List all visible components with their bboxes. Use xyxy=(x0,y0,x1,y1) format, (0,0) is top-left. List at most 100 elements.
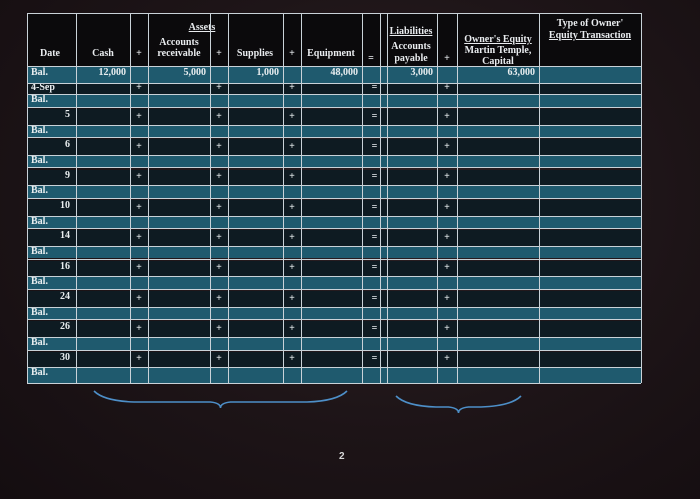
transaction-cell[interactable] xyxy=(362,321,380,337)
balance-cell[interactable] xyxy=(362,276,380,289)
transaction-cell[interactable] xyxy=(76,260,130,277)
transaction-cell[interactable] xyxy=(76,108,130,125)
balance-cell[interactable] xyxy=(27,245,76,259)
transaction-cell[interactable] xyxy=(301,139,362,155)
transaction-cell[interactable] xyxy=(76,139,130,155)
balance-cell[interactable] xyxy=(387,276,437,289)
transaction-cell[interactable] xyxy=(210,290,228,307)
balance-cell[interactable] xyxy=(210,124,228,138)
transaction-cell[interactable] xyxy=(148,230,210,246)
balance-cell[interactable] xyxy=(437,245,457,259)
transaction-cell[interactable] xyxy=(130,230,148,246)
balance-cell[interactable] xyxy=(539,245,641,259)
balance-cell[interactable] xyxy=(387,367,437,383)
transaction-cell[interactable] xyxy=(457,82,539,95)
balance-cell[interactable] xyxy=(76,367,130,383)
balance-cell[interactable] xyxy=(148,94,210,107)
balance-cell[interactable] xyxy=(437,306,457,320)
transaction-cell[interactable] xyxy=(228,290,283,307)
balance-cell[interactable] xyxy=(228,154,283,168)
transaction-cell[interactable] xyxy=(148,108,210,125)
transaction-cell[interactable] xyxy=(539,199,641,216)
transaction-cell[interactable] xyxy=(283,230,301,246)
balance-cell[interactable] xyxy=(437,94,457,107)
transaction-cell[interactable] xyxy=(387,230,437,246)
balance-cell[interactable] xyxy=(210,367,228,383)
transaction-cell[interactable] xyxy=(301,230,362,246)
balance-cell[interactable] xyxy=(380,124,387,138)
balance-cell[interactable] xyxy=(387,154,437,168)
transaction-cell[interactable] xyxy=(387,82,437,95)
transaction-cell[interactable] xyxy=(362,290,380,307)
balance-cell[interactable] xyxy=(437,215,457,229)
transaction-cell[interactable] xyxy=(380,290,387,307)
balance-cell[interactable] xyxy=(210,245,228,259)
balance-cell[interactable] xyxy=(210,154,228,168)
balance-cell[interactable] xyxy=(387,306,437,320)
balance-cell[interactable] xyxy=(437,185,457,198)
balance-cell[interactable] xyxy=(76,215,130,229)
balance-cell[interactable] xyxy=(362,185,380,198)
transaction-cell[interactable] xyxy=(76,321,130,337)
balance-cell[interactable] xyxy=(437,124,457,138)
transaction-cell[interactable] xyxy=(539,169,641,186)
balance-cell[interactable] xyxy=(27,94,76,107)
transaction-cell[interactable] xyxy=(362,82,380,95)
transaction-cell[interactable] xyxy=(210,139,228,155)
transaction-cell[interactable] xyxy=(437,108,457,125)
transaction-cell[interactable] xyxy=(539,82,641,95)
balance-cell[interactable] xyxy=(387,336,437,350)
transaction-cell[interactable] xyxy=(130,82,148,95)
balance-cell[interactable] xyxy=(210,185,228,198)
balance-cell[interactable] xyxy=(539,124,641,138)
balance-cell[interactable] xyxy=(148,154,210,168)
transaction-cell[interactable] xyxy=(228,169,283,186)
balance-cell[interactable] xyxy=(539,185,641,198)
balance-cell[interactable] xyxy=(130,367,148,383)
transaction-cell[interactable] xyxy=(301,290,362,307)
transaction-cell[interactable] xyxy=(27,199,76,216)
transaction-cell[interactable] xyxy=(301,260,362,277)
transaction-cell[interactable] xyxy=(228,230,283,246)
balance-cell[interactable] xyxy=(228,367,283,383)
balance-cell[interactable] xyxy=(457,66,539,83)
balance-cell[interactable] xyxy=(148,336,210,350)
transaction-cell[interactable] xyxy=(210,351,228,368)
transaction-cell[interactable] xyxy=(437,290,457,307)
transaction-cell[interactable] xyxy=(283,199,301,216)
balance-cell[interactable] xyxy=(457,154,539,168)
transaction-cell[interactable] xyxy=(387,321,437,337)
balance-cell[interactable] xyxy=(539,215,641,229)
balance-cell[interactable] xyxy=(301,367,362,383)
transaction-cell[interactable] xyxy=(362,230,380,246)
balance-cell[interactable] xyxy=(283,367,301,383)
transaction-cell[interactable] xyxy=(539,139,641,155)
balance-cell[interactable] xyxy=(210,336,228,350)
balance-cell[interactable] xyxy=(148,185,210,198)
transaction-cell[interactable] xyxy=(437,260,457,277)
transaction-cell[interactable] xyxy=(457,351,539,368)
balance-cell[interactable] xyxy=(539,94,641,107)
balance-cell[interactable] xyxy=(362,154,380,168)
balance-cell[interactable] xyxy=(283,276,301,289)
transaction-cell[interactable] xyxy=(283,290,301,307)
transaction-cell[interactable] xyxy=(228,82,283,95)
balance-cell[interactable] xyxy=(437,367,457,383)
transaction-cell[interactable] xyxy=(130,108,148,125)
balance-cell[interactable] xyxy=(362,94,380,107)
transaction-cell[interactable] xyxy=(130,169,148,186)
transaction-cell[interactable] xyxy=(387,199,437,216)
transaction-cell[interactable] xyxy=(457,260,539,277)
transaction-cell[interactable] xyxy=(76,290,130,307)
balance-cell[interactable] xyxy=(380,215,387,229)
balance-cell[interactable] xyxy=(387,66,437,83)
balance-cell[interactable] xyxy=(27,185,76,198)
balance-cell[interactable] xyxy=(301,306,362,320)
balance-cell[interactable] xyxy=(130,336,148,350)
balance-cell[interactable] xyxy=(457,367,539,383)
balance-cell[interactable] xyxy=(301,66,362,83)
balance-cell[interactable] xyxy=(301,336,362,350)
balance-cell[interactable] xyxy=(539,154,641,168)
balance-cell[interactable] xyxy=(228,185,283,198)
transaction-cell[interactable] xyxy=(27,260,76,277)
